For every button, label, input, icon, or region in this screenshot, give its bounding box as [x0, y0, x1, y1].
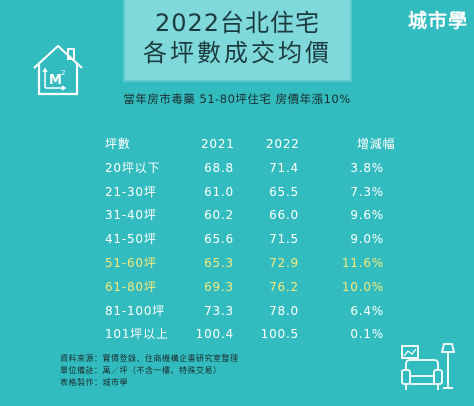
row-change-pct: 10.0% — [341, 279, 384, 294]
table-row: 21-30坪 61.0 65.5 7.3% — [0, 182, 474, 206]
table-row: 61-80坪 69.3 76.2 10.0% — [0, 277, 474, 301]
row-value-2021: 73.3 — [204, 303, 234, 318]
row-change-pct: 6.4% — [350, 303, 384, 318]
title-box: 2022台北住宅 各坪數成交均價 — [123, 0, 352, 82]
row-change-pct: 9.0% — [350, 232, 384, 247]
row-change-pct: 0.1% — [350, 327, 384, 342]
table-row: 81-100坪 73.3 78.0 6.4% — [0, 301, 474, 325]
col-header-2022: 2022 — [266, 137, 300, 151]
row-value-2022: 100.5 — [260, 327, 299, 342]
row-value-2022: 71.5 — [269, 232, 299, 247]
title-line-2: 各坪數成交均價 — [143, 39, 332, 67]
row-value-2022: 71.4 — [269, 160, 299, 175]
title-line-1: 2022台北住宅 — [154, 9, 321, 37]
row-value-2022: 66.0 — [269, 208, 299, 223]
row-change-pct: 9.6% — [350, 208, 384, 223]
footnote-source: 資料來源：實價登錄、住商機構企畫研究室整理 — [60, 354, 239, 363]
table-row: 51-60坪 65.3 72.9 11.6% — [0, 253, 474, 277]
footnote-unit: 單位備註：萬／坪（不含一樓、特殊交易） — [60, 366, 222, 375]
row-size-label: 21-30坪 — [105, 184, 157, 199]
table-row: 41-50坪 65.6 71.5 9.0% — [0, 229, 474, 253]
brand-logo: 城市學 — [407, 10, 468, 32]
footnotes: 資料來源：實價登錄、住商機構企畫研究室整理 單位備註：萬／坪（不含一樓、特殊交易… — [60, 353, 239, 389]
row-size-label: 20坪以下 — [105, 160, 161, 175]
row-value-2022: 78.0 — [269, 303, 299, 318]
footnote-credit: 表格製作：城市學 — [60, 378, 128, 387]
col-header-size: 坪數 — [105, 137, 131, 151]
table-row: 20坪以下 68.8 71.4 3.8% — [0, 158, 474, 182]
svg-text:2: 2 — [61, 69, 65, 77]
price-table: 坪數 2021 2022 增減幅 20坪以下 68.8 71.4 3.8% 21-30坪… — [0, 134, 474, 348]
row-change-pct: 7.3% — [350, 184, 384, 199]
row-value-2021: 65.3 — [204, 255, 234, 270]
row-change-pct: 3.8% — [350, 160, 384, 175]
house-area-icon: M 2 — [33, 44, 83, 96]
row-value-2021: 69.3 — [204, 279, 234, 294]
svg-text:M: M — [49, 73, 62, 88]
living-room-icon — [401, 343, 456, 390]
table-row: 31-40坪 60.2 66.0 9.6% — [0, 205, 474, 229]
subtitle: 當年房市毒藥 51-80坪住宅 房價年漲10% — [123, 92, 351, 106]
row-size-label: 51-60坪 — [105, 255, 157, 270]
row-value-2021: 60.2 — [204, 208, 234, 223]
col-header-2021: 2021 — [201, 137, 235, 151]
row-value-2022: 76.2 — [269, 279, 299, 294]
row-change-pct: 11.6% — [341, 255, 384, 270]
col-header-change: 增減幅 — [357, 137, 396, 151]
row-size-label: 31-40坪 — [105, 208, 157, 223]
row-value-2021: 100.4 — [195, 327, 234, 342]
table-header: 坪數 2021 2022 增減幅 — [0, 134, 474, 158]
row-value-2022: 65.5 — [269, 184, 299, 199]
row-size-label: 101坪以上 — [105, 327, 169, 342]
row-value-2021: 61.0 — [204, 184, 234, 199]
row-value-2021: 68.8 — [204, 160, 234, 175]
row-size-label: 81-100坪 — [105, 303, 166, 318]
row-size-label: 41-50坪 — [105, 232, 157, 247]
row-value-2022: 72.9 — [269, 255, 299, 270]
row-value-2021: 65.6 — [204, 232, 234, 247]
table-row: 101坪以上 100.4 100.5 0.1% — [0, 324, 474, 348]
row-size-label: 61-80坪 — [105, 279, 157, 294]
